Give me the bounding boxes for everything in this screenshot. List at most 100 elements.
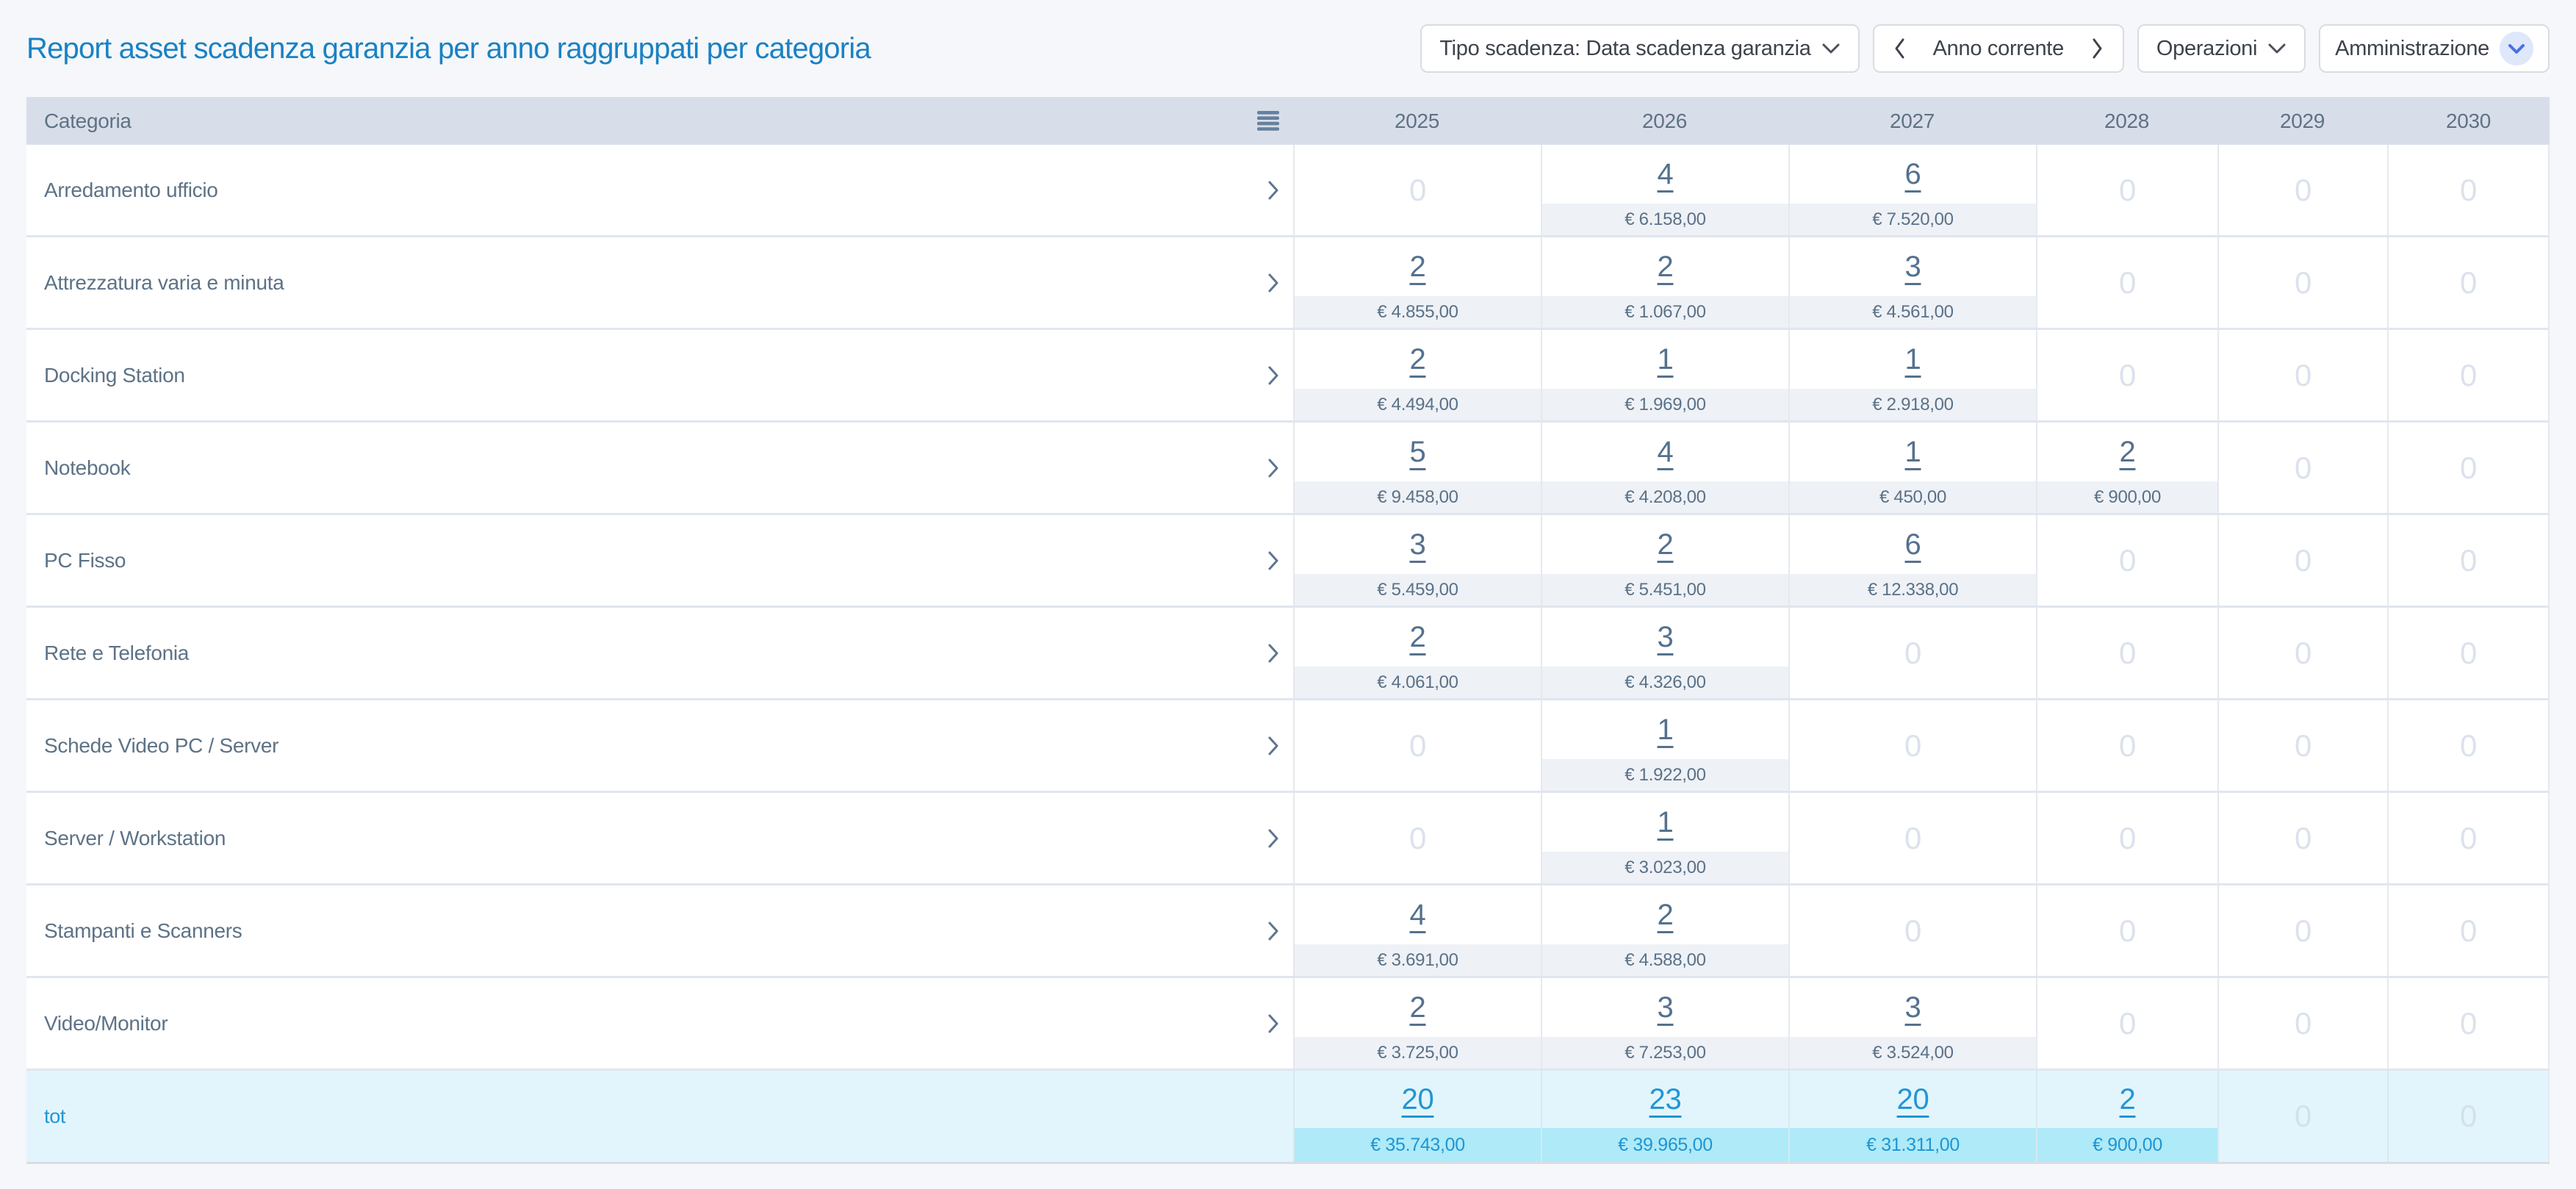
asset-count-link[interactable]: 6 — [1904, 528, 1921, 561]
year-cell: 0 — [2217, 515, 2387, 606]
asset-count-link[interactable]: 23 — [1649, 1082, 1682, 1116]
amount-label: € 5.459,00 — [1377, 579, 1458, 600]
asset-count-link[interactable]: 2 — [2119, 435, 2136, 468]
asset-count-link[interactable]: 4 — [1657, 435, 1674, 468]
year-cell: 0 — [2217, 237, 2387, 328]
asset-count-link[interactable]: 20 — [1896, 1082, 1929, 1116]
asset-count-link[interactable]: 1 — [1904, 342, 1921, 376]
year-cell: 0 — [2387, 978, 2550, 1068]
chevron-down-icon — [2267, 43, 2287, 54]
zero-count: 0 — [1904, 635, 1922, 670]
asset-count-link[interactable]: 2 — [1409, 342, 1426, 376]
zero-area: 0 — [2037, 978, 2217, 1068]
asset-count-link[interactable]: 20 — [1401, 1082, 1434, 1116]
year-cell: 3 € 3.524,00 — [1788, 978, 2036, 1068]
chevron-right-icon[interactable] — [1267, 1013, 1280, 1035]
amount-label: € 1.969,00 — [1625, 394, 1706, 414]
count-area: 2 — [1295, 608, 1541, 667]
amount-strip: € 4.061,00 — [1295, 667, 1541, 698]
operazioni-button[interactable]: Operazioni — [2137, 24, 2306, 73]
chevron-right-icon[interactable] — [1267, 272, 1280, 294]
asset-count-link[interactable]: 1 — [1904, 435, 1921, 468]
year-nav: Anno corrente — [1872, 24, 2124, 73]
asset-count-link[interactable]: 4 — [1657, 157, 1674, 190]
zero-area: 0 — [2389, 608, 2548, 698]
chevron-right-icon[interactable] — [1267, 827, 1280, 849]
year-cell: 23 € 39.965,00 — [1541, 1071, 1788, 1162]
year-cell: 6 € 12.338,00 — [1788, 515, 2036, 606]
zero-area: 0 — [2037, 700, 2217, 791]
zero-area: 0 — [2219, 145, 2387, 235]
zero-count: 0 — [2459, 265, 2478, 300]
zero-area: 0 — [2037, 793, 2217, 883]
amount-strip: € 4.208,00 — [1542, 481, 1788, 513]
amount-label: € 5.451,00 — [1625, 579, 1706, 600]
asset-count-link[interactable]: 1 — [1657, 713, 1674, 746]
asset-count-link[interactable]: 3 — [1657, 620, 1674, 653]
asset-count-link[interactable]: 4 — [1409, 898, 1426, 931]
zero-count: 0 — [2459, 913, 2478, 948]
category-row[interactable]: Docking Station 2 € 4.494,00 1 € 1.969,00 1 € … — [26, 330, 2550, 423]
asset-count-link[interactable]: 2 — [2119, 1082, 2136, 1116]
category-cell: Arredamento ufficio — [26, 145, 1293, 235]
chevron-down-icon — [1821, 43, 1841, 54]
category-row[interactable]: Notebook 5 € 9.458,00 4 € 4.208,00 1 € 450,00 2… — [26, 423, 2550, 515]
year-cell: 2 € 4.494,00 — [1293, 330, 1541, 420]
zero-area: 0 — [1790, 700, 2036, 791]
zero-count: 0 — [2459, 172, 2478, 207]
chevron-right-icon[interactable] — [1267, 550, 1280, 572]
zero-count: 0 — [2459, 820, 2478, 855]
category-row[interactable]: Server / Workstation 0 1 € 3.023,00 0 0 0 0 — [26, 793, 2550, 886]
amount-label: € 1.922,00 — [1625, 764, 1706, 785]
category-row[interactable]: Schede Video PC / Server 0 1 € 1.922,00 0 0 0 0 — [26, 700, 2550, 793]
asset-count-link[interactable]: 1 — [1657, 805, 1674, 838]
count-area: 3 — [1790, 978, 2036, 1037]
chevron-right-icon[interactable] — [1267, 457, 1280, 479]
asset-count-link[interactable]: 2 — [1409, 991, 1426, 1024]
asset-count-link[interactable]: 1 — [1657, 342, 1674, 376]
chevron-right-icon[interactable] — [1267, 920, 1280, 942]
zero-count: 0 — [2118, 265, 2137, 300]
year-header-2027: 2027 — [1889, 109, 1935, 132]
asset-count-link[interactable]: 2 — [1409, 250, 1426, 283]
next-year-button[interactable] — [2092, 37, 2104, 60]
category-row[interactable]: Rete e Telefonia 2 € 4.061,00 3 € 4.326,00 0 0… — [26, 608, 2550, 700]
category-row[interactable]: Arredamento ufficio 0 4 € 6.158,00 6 € 7.520,… — [26, 145, 2550, 237]
count-area: 4 — [1295, 886, 1541, 944]
asset-count-link[interactable]: 3 — [1904, 991, 1921, 1024]
category-row[interactable]: Video/Monitor 2 € 3.725,00 3 € 7.253,00 3 € 3.… — [26, 978, 2550, 1071]
asset-count-link[interactable]: 2 — [1657, 528, 1674, 561]
asset-count-link[interactable]: 2 — [1657, 250, 1674, 283]
asset-count-link[interactable]: 3 — [1904, 250, 1921, 283]
zero-count: 0 — [2294, 913, 2312, 948]
asset-count-link[interactable]: 3 — [1657, 991, 1674, 1024]
category-row[interactable]: PC Fisso 3 € 5.459,00 2 € 5.451,00 6 € 12.338,… — [26, 515, 2550, 608]
asset-count-link[interactable]: 2 — [1657, 898, 1674, 931]
zero-count: 0 — [2294, 728, 2312, 763]
amount-label: € 3.691,00 — [1377, 949, 1458, 970]
asset-count-link[interactable]: 3 — [1409, 528, 1426, 561]
amount-label: € 4.208,00 — [1625, 486, 1706, 507]
asset-count-link[interactable]: 2 — [1409, 620, 1426, 653]
asset-count-link[interactable]: 6 — [1904, 157, 1921, 190]
chevron-right-icon[interactable] — [1267, 179, 1280, 201]
category-row[interactable]: Attrezzatura varia e minuta 2 € 4.855,00 2 €… — [26, 237, 2550, 330]
year-cell: 0 — [1293, 793, 1541, 883]
menu-icon[interactable] — [1256, 111, 1280, 131]
chevron-right-icon[interactable] — [1267, 735, 1280, 757]
amount-strip: € 12.338,00 — [1790, 574, 2036, 606]
zero-area: 0 — [2219, 237, 2387, 328]
category-row[interactable]: Stampanti e Scanners 4 € 3.691,00 2 € 4.588,… — [26, 886, 2550, 978]
tipo-scadenza-button[interactable]: Tipo scadenza: Data scadenza garanzia — [1420, 24, 1860, 73]
chevron-right-icon[interactable] — [1267, 642, 1280, 664]
amministrazione-button[interactable]: Amministrazione — [2319, 24, 2550, 73]
prev-year-button[interactable] — [1893, 37, 1905, 60]
asset-count-link[interactable]: 5 — [1409, 435, 1426, 468]
year-cell: 0 — [1293, 145, 1541, 235]
amount-strip: € 4.561,00 — [1790, 296, 2036, 328]
chevron-right-icon[interactable] — [1267, 364, 1280, 387]
amount-label: € 2.918,00 — [1872, 394, 1954, 414]
zero-count: 0 — [2118, 728, 2137, 763]
year-cell: 4 € 4.208,00 — [1541, 423, 1788, 513]
amount-label: € 12.338,00 — [1867, 579, 1959, 600]
